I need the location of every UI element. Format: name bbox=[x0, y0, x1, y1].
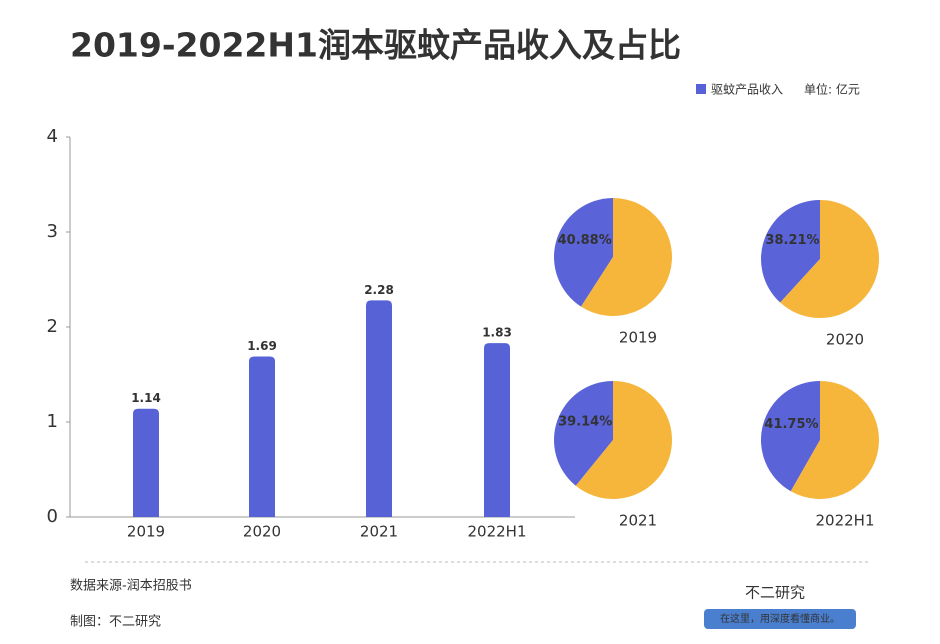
y-tick-label: 2 bbox=[47, 316, 58, 337]
pie-slice bbox=[554, 381, 613, 486]
brand-name: 不二研究 bbox=[745, 584, 805, 602]
y-tick-label: 1 bbox=[47, 411, 58, 432]
pie-slice bbox=[575, 381, 673, 499]
pie-title: 2020 bbox=[826, 331, 864, 349]
value-label: 1.14 bbox=[131, 391, 161, 405]
value-label: 2.28 bbox=[364, 283, 394, 297]
bar bbox=[366, 300, 392, 517]
pie-slice bbox=[780, 200, 880, 318]
chart-title: 2019-2022H1润本驱蚊产品收入及占比 bbox=[70, 26, 681, 65]
value-label: 1.69 bbox=[247, 339, 277, 353]
pie-title: 2022H1 bbox=[816, 512, 875, 530]
bar bbox=[484, 343, 510, 517]
value-label: 1.83 bbox=[482, 326, 512, 340]
source: 数据来源-润本招股书 bbox=[70, 579, 192, 594]
credit: 制图：不二研究 bbox=[70, 615, 161, 630]
x-tick-label: 2022H1 bbox=[468, 523, 527, 541]
value-label: 39.14% bbox=[558, 415, 612, 430]
brand-slogan: 在这里，用深度看懂商业。 bbox=[720, 612, 840, 625]
legend-label: 驱蚊产品收入 bbox=[711, 82, 783, 97]
x-tick-label: 2020 bbox=[243, 523, 281, 541]
bar bbox=[249, 356, 275, 517]
pie-slice bbox=[761, 381, 820, 492]
value-label: 41.75% bbox=[764, 417, 818, 432]
bar bbox=[133, 408, 159, 517]
pie-slice bbox=[761, 200, 820, 303]
pie-slice bbox=[790, 381, 880, 500]
pie-slice bbox=[581, 198, 673, 317]
x-tick-label: 2019 bbox=[127, 523, 165, 541]
y-tick-label: 3 bbox=[47, 221, 58, 242]
unit-label: 单位: 亿元 bbox=[804, 82, 860, 97]
y-tick-label: 0 bbox=[47, 506, 58, 527]
value-label: 38.21% bbox=[765, 233, 819, 248]
legend-swatch bbox=[696, 84, 706, 94]
x-tick-label: 2021 bbox=[360, 523, 398, 541]
value-label: 40.88% bbox=[558, 233, 612, 248]
slogan-box bbox=[704, 609, 856, 629]
pie-title: 2021 bbox=[619, 512, 657, 530]
pie-slice bbox=[554, 198, 613, 307]
y-tick-label: 4 bbox=[47, 126, 58, 147]
pie-title: 2019 bbox=[619, 329, 657, 347]
